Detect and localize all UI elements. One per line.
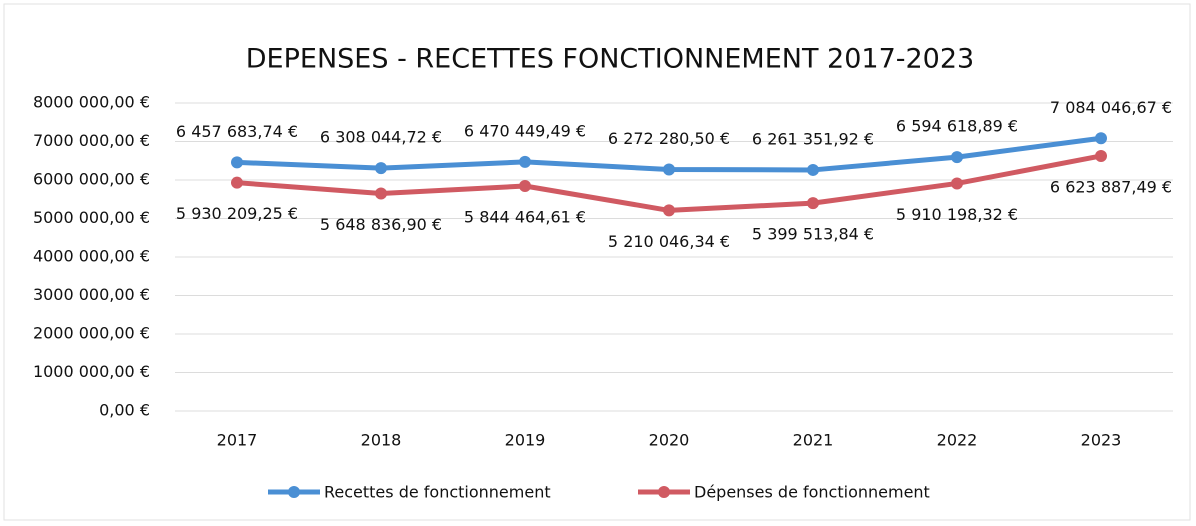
chart-title: DEPENSES - RECETTES FONCTIONNEMENT 2017-…	[246, 44, 974, 75]
x-tick-label: 2020	[649, 431, 690, 450]
point	[951, 151, 963, 164]
data-label: 5 930 209,25 €	[176, 204, 298, 223]
y-tick-label: 5000 000,00 €	[33, 208, 150, 227]
point	[231, 156, 243, 169]
x-tick-label: 2022	[937, 431, 978, 450]
y-tick-label: 8000 000,00 €	[33, 93, 150, 112]
data-label: 5 399 513,84 €	[752, 225, 874, 244]
x-tick-label: 2017	[217, 431, 258, 450]
data-label: 6 457 683,74 €	[176, 122, 298, 141]
y-tick-label: 3000 000,00 €	[33, 285, 150, 304]
data-label: 6 623 887,49 €	[1050, 177, 1172, 196]
y-tick-label: 0,00 €	[99, 401, 150, 420]
data-label: 6 272 280,50 €	[608, 129, 730, 148]
legend-label: Recettes de fonctionnement	[324, 483, 551, 502]
point	[663, 163, 675, 176]
point	[807, 163, 819, 176]
y-tick-label: 7000 000,00 €	[33, 131, 150, 150]
x-tick-label: 2023	[1081, 431, 1122, 450]
data-label: 6 261 351,92 €	[752, 129, 874, 148]
data-label: 7 084 046,67 €	[1050, 98, 1172, 117]
y-tick-label: 1000 000,00 €	[33, 362, 150, 381]
x-tick-label: 2019	[505, 431, 546, 450]
legend-marker	[658, 486, 670, 498]
data-label: 5 210 046,34 €	[608, 232, 730, 251]
chart-frame	[3, 3, 1191, 521]
point	[663, 204, 675, 217]
legend-label: Dépenses de fonctionnement	[694, 483, 930, 502]
point	[231, 176, 243, 189]
data-label: 6 594 618,89 €	[896, 117, 1018, 136]
data-label: 5 910 198,32 €	[896, 205, 1018, 224]
data-label: 5 648 836,90 €	[320, 215, 442, 234]
point	[1095, 132, 1107, 145]
point	[951, 177, 963, 190]
data-label: 6 308 044,72 €	[320, 128, 442, 147]
point	[519, 155, 531, 168]
point	[375, 162, 387, 175]
point	[375, 187, 387, 200]
x-tick-label: 2021	[793, 431, 834, 450]
data-label: 5 844 464,61 €	[464, 207, 586, 226]
data-label: 6 470 449,49 €	[464, 121, 586, 140]
point	[519, 179, 531, 192]
y-tick-label: 4000 000,00 €	[33, 247, 150, 266]
point	[1095, 149, 1107, 162]
y-tick-label: 6000 000,00 €	[33, 170, 150, 189]
legend-marker	[288, 486, 300, 498]
y-tick-label: 2000 000,00 €	[33, 324, 150, 343]
point	[807, 197, 819, 210]
x-tick-label: 2018	[361, 431, 402, 450]
